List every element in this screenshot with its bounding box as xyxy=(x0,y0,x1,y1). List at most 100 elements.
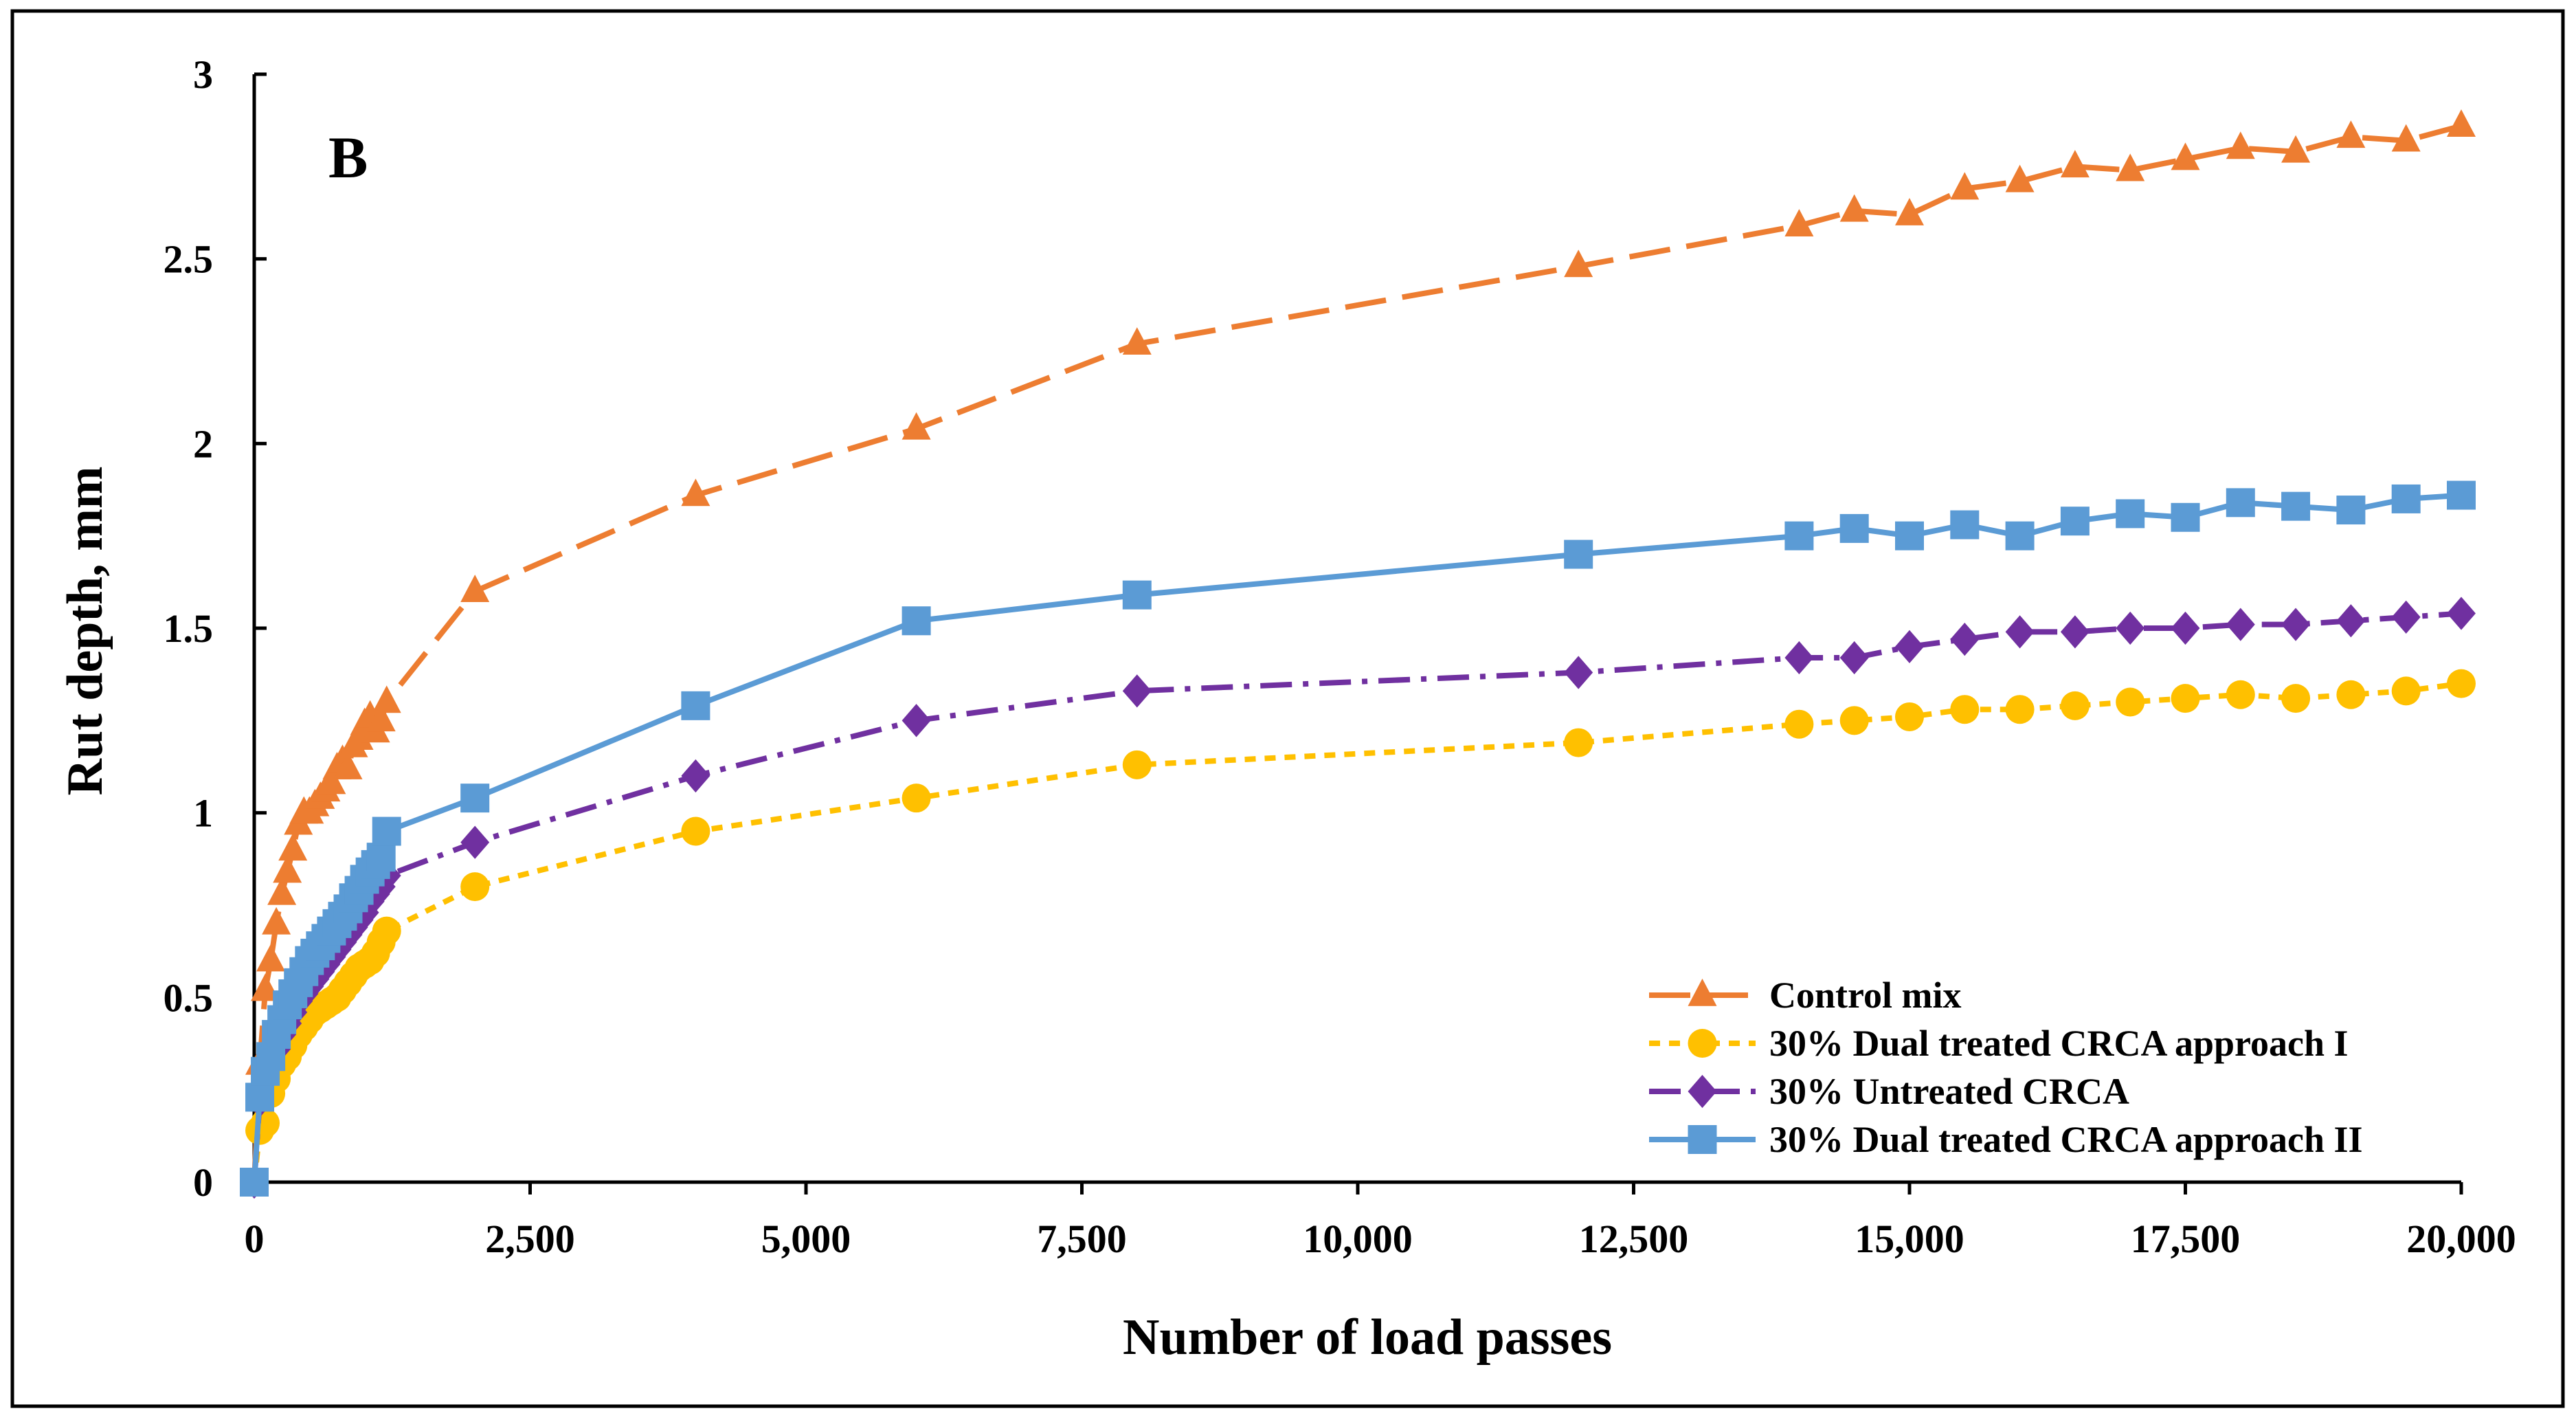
data-point-circle xyxy=(2005,695,2035,724)
x-tick-label: 15,000 xyxy=(1855,1217,1964,1261)
data-point-triangle xyxy=(278,833,308,861)
data-point-triangle xyxy=(2447,109,2476,137)
data-point-square xyxy=(1839,513,1869,543)
data-point-circle xyxy=(1564,728,1593,757)
legend: Control mix 30% Dual treated CRCA approac… xyxy=(1649,975,2363,1160)
data-point-triangle xyxy=(344,722,374,750)
data-point-triangle xyxy=(273,855,302,883)
data-point-circle xyxy=(460,872,490,902)
data-point-triangle xyxy=(1839,194,1869,222)
data-point-diamond xyxy=(1784,641,1814,675)
data-point-triangle xyxy=(2005,164,2035,192)
data-point-circle xyxy=(2447,669,2476,698)
data-point-diamond xyxy=(2171,611,2200,645)
data-point-triangle xyxy=(317,766,346,795)
series-1 xyxy=(240,109,2476,1193)
legend-item: 30% Dual treated CRCA approach II xyxy=(1649,1119,2363,1160)
data-point-triangle xyxy=(1564,249,1593,278)
data-point-square xyxy=(1688,1125,1717,1154)
data-point-diamond xyxy=(2447,597,2476,630)
data-point-square xyxy=(681,691,710,720)
data-point-circle xyxy=(2060,691,2090,720)
legend-label: 30% Untreated CRCA xyxy=(1769,1071,2129,1112)
data-point-diamond xyxy=(1895,630,1924,664)
data-point-triangle xyxy=(2060,150,2090,178)
data-point-triangle xyxy=(366,704,396,732)
data-point-square xyxy=(372,816,401,846)
data-point-diamond xyxy=(2060,615,2090,649)
x-axis-title: Number of load passes xyxy=(1123,1309,1612,1366)
data-point-diamond xyxy=(1839,641,1869,675)
data-point-triangle xyxy=(901,412,931,440)
data-point-triangle xyxy=(262,907,291,935)
data-point-square xyxy=(2391,484,2421,513)
data-point-square xyxy=(1784,521,1814,551)
data-point-square xyxy=(2116,499,2145,529)
data-point-triangle xyxy=(1784,209,1814,237)
legend-label: Control mix xyxy=(1769,975,1962,1016)
data-point-diamond xyxy=(350,896,379,929)
data-point-diamond xyxy=(1950,622,1980,656)
x-tick-label: 5,000 xyxy=(761,1217,851,1261)
data-point-triangle xyxy=(460,575,490,603)
data-point-diamond xyxy=(681,759,710,793)
data-point-square xyxy=(1895,521,1924,551)
y-tick-label: 3 xyxy=(193,52,213,97)
panel-label: B xyxy=(328,124,368,190)
y-tick-label: 0.5 xyxy=(164,975,214,1020)
data-point-circle xyxy=(2226,680,2255,709)
data-point-circle xyxy=(901,784,931,813)
data-point-square xyxy=(460,784,490,813)
x-tick-label: 12,500 xyxy=(1579,1217,1689,1261)
data-point-diamond xyxy=(2336,604,2366,638)
x-tick-label: 7,500 xyxy=(1037,1217,1127,1261)
data-point-triangle xyxy=(372,685,401,713)
data-point-diamond xyxy=(460,825,490,859)
data-point-triangle xyxy=(2171,142,2200,170)
data-point-diamond xyxy=(1688,1074,1717,1109)
data-point-triangle xyxy=(2116,153,2145,181)
data-point-diamond xyxy=(2116,611,2145,645)
legend-item: 30% Dual treated CRCA approach I xyxy=(1649,1023,2349,1064)
data-point-square xyxy=(1564,540,1593,569)
data-point-square xyxy=(240,1168,269,1197)
data-point-square xyxy=(2171,502,2200,532)
data-point-circle xyxy=(2171,684,2200,713)
legend-label: 30% Dual treated CRCA approach I xyxy=(1769,1023,2349,1064)
data-point-square xyxy=(1122,580,1152,610)
data-point-triangle xyxy=(1950,172,1980,200)
legend-item: Control mix xyxy=(1649,975,1962,1016)
x-tick-label: 17,500 xyxy=(2131,1217,2241,1261)
series-layer xyxy=(240,109,2476,1199)
data-point-diamond xyxy=(2391,600,2421,634)
axes: 0 0.5 1 1.5 2 2.5 3 0 2,500 5,000 7,500 10,000 12,50… xyxy=(164,52,2516,1261)
data-point-square xyxy=(245,1082,275,1112)
data-point-square xyxy=(2226,488,2255,518)
data-point-triangle xyxy=(267,877,297,905)
x-tick-label: 0 xyxy=(245,1217,265,1261)
data-point-triangle xyxy=(2336,120,2366,148)
data-point-circle xyxy=(372,916,401,946)
data-point-circle xyxy=(1895,702,1924,731)
data-point-square xyxy=(366,843,396,872)
data-point-diamond xyxy=(901,704,931,737)
data-point-circle xyxy=(681,816,710,846)
data-point-circle xyxy=(2116,687,2145,717)
data-point-triangle xyxy=(2391,124,2421,152)
data-point-circle xyxy=(1688,1029,1717,1058)
data-point-triangle xyxy=(333,752,363,779)
legend-label: 30% Dual treated CRCA approach II xyxy=(1769,1119,2363,1160)
x-tick-label: 2,500 xyxy=(485,1217,575,1261)
data-point-square xyxy=(901,606,931,636)
data-point-circle xyxy=(2281,684,2311,713)
data-point-circle xyxy=(1839,706,1869,735)
data-point-circle xyxy=(2336,680,2366,709)
y-tick-label: 2.5 xyxy=(164,237,214,282)
y-axis-title: Rut depth, mm xyxy=(57,467,113,796)
data-point-triangle xyxy=(2226,131,2255,159)
data-point-circle xyxy=(1122,750,1152,779)
data-point-circle xyxy=(2391,676,2421,706)
data-point-diamond xyxy=(1564,656,1593,689)
